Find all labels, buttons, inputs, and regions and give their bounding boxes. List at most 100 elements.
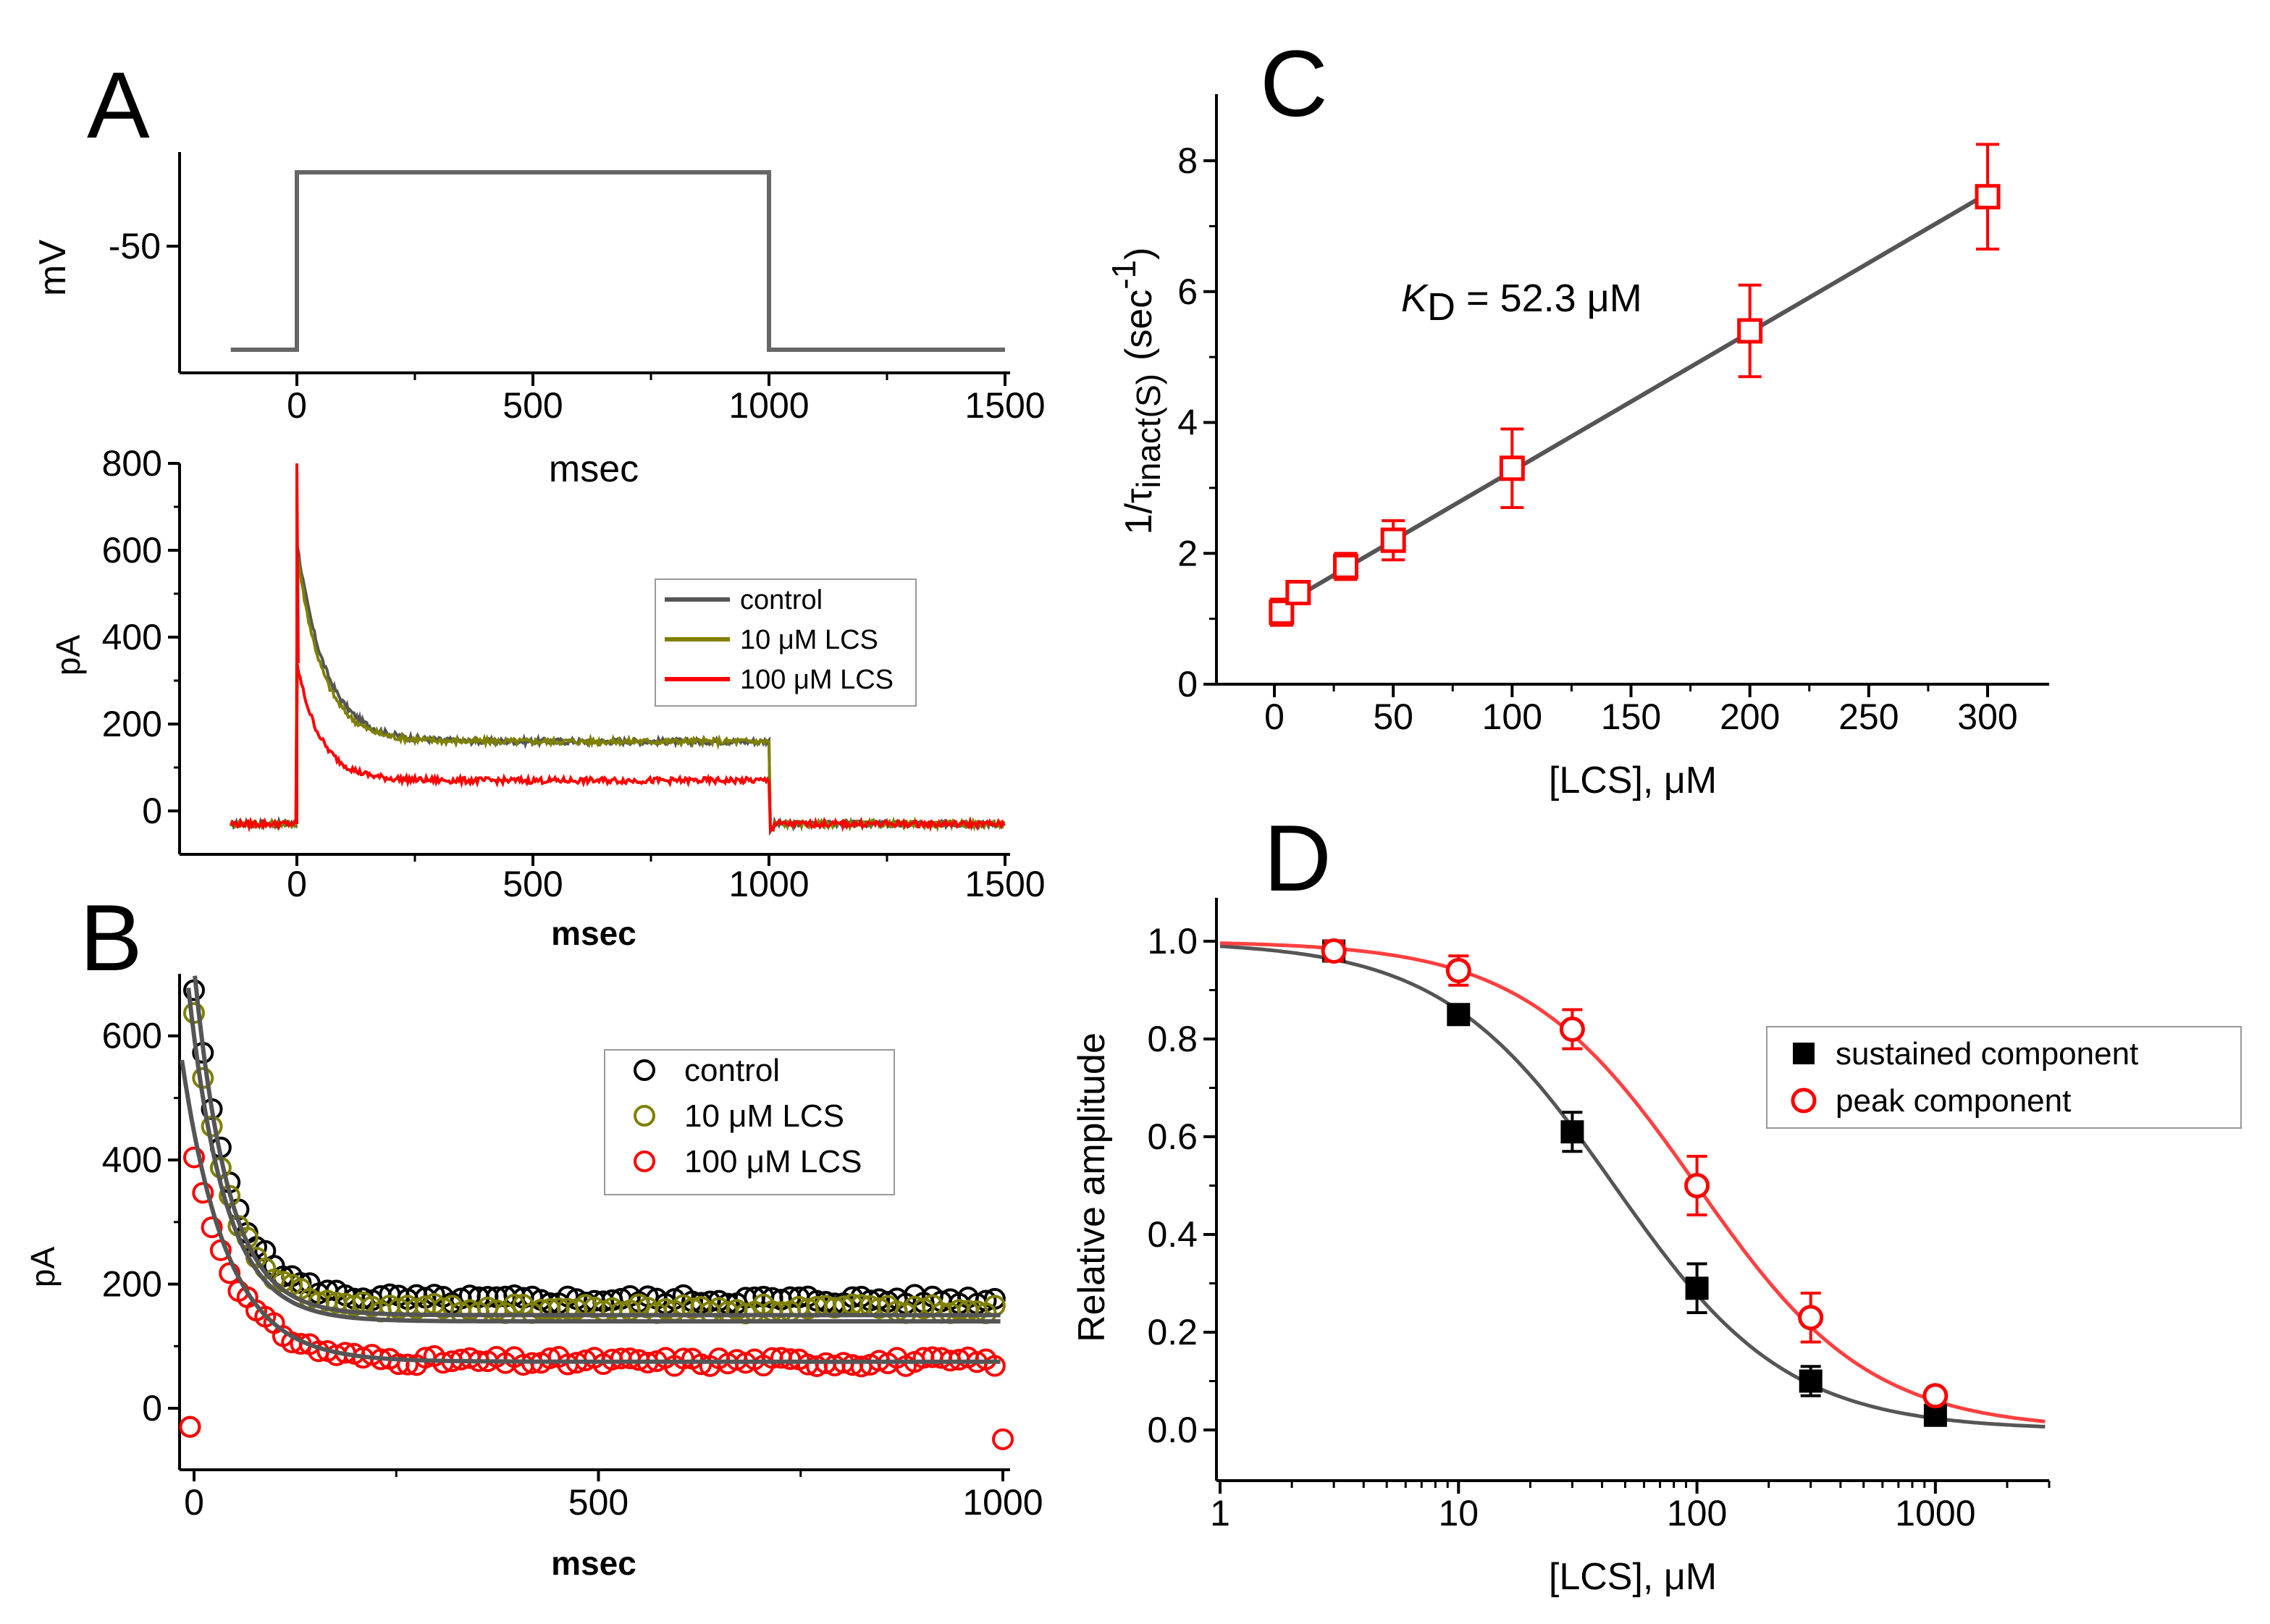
x-tick-label: 0 [287, 385, 307, 426]
a-top-ylabel: mV [32, 240, 74, 296]
data-point [1499, 455, 1525, 481]
fit-curve-0 [1219, 944, 2046, 1429]
c-ylabel-exp: -1 [1105, 260, 1143, 290]
c-ylabel-close: ) [1118, 248, 1160, 260]
legend-label: 100 μM LCS [684, 1144, 862, 1179]
x-tick-label: 0 [184, 1482, 204, 1523]
x-tick-label: 150 [1601, 697, 1661, 737]
y-tick-label: 0.6 [1147, 1116, 1198, 1157]
fit-curve-1 [186, 988, 1001, 1324]
data-point [1737, 318, 1763, 344]
c-annot-d: D [1427, 285, 1455, 329]
data-point [201, 1216, 223, 1239]
legend-label: control [684, 1053, 780, 1088]
x-tick-label: 100 [1667, 1493, 1727, 1533]
data-point [1380, 527, 1406, 553]
panel-a-current-plot: pA msec 0 500 1000 1500 0 200 400 600 800 contr… [49, 443, 1046, 952]
y-tick-label: 0 [142, 791, 162, 831]
x-tick-label: 1000 [728, 385, 809, 426]
x-tick-label: 1500 [964, 864, 1045, 904]
legend-label: 10 μM LCS [684, 1098, 844, 1134]
b-xlabel: msec [551, 1544, 636, 1582]
y-tick-label: -50 [109, 226, 161, 266]
legend-label: peak component [1836, 1083, 2071, 1119]
y-tick-label: 600 [102, 530, 162, 571]
x-tick-label: 0 [1264, 697, 1285, 737]
x-tick-label: 10 [1438, 1493, 1479, 1533]
panel-letter-b: B [80, 885, 143, 990]
panel-letter-c: C [1260, 30, 1328, 136]
x-tick-label: 1000 [1895, 1493, 1975, 1533]
data-point [183, 1146, 205, 1169]
y-tick-label: 0.8 [1147, 1019, 1198, 1059]
x-tick-label: 200 [1720, 697, 1780, 737]
data-point [179, 1415, 201, 1438]
c-ylabel-units: (sec [1118, 290, 1160, 361]
data-point [1321, 938, 1347, 964]
data-point [1799, 1369, 1823, 1393]
c-annotation: KD = 52.3 μM [1401, 277, 1642, 329]
c-ylabel: 1/τinact(S) (sec-1) [1105, 248, 1167, 535]
y-tick-label: 200 [102, 704, 162, 744]
y-tick-label: 0 [142, 1388, 162, 1429]
x-tick-label: 0 [287, 864, 307, 904]
x-tick-label: 500 [568, 1482, 629, 1523]
legend-label: 100 μM LCS [740, 665, 894, 695]
y-tick-label: 400 [102, 1140, 162, 1180]
x-tick-label: 500 [503, 864, 563, 904]
legend-marker [634, 1105, 655, 1127]
data-point [992, 1428, 1014, 1450]
y-tick-label: 0 [1177, 664, 1198, 704]
data-point [1798, 1305, 1824, 1331]
data-point [1559, 1017, 1585, 1042]
d-xlabel: [LCS], μM [1549, 1556, 1717, 1598]
data-point [1685, 1276, 1709, 1300]
x-tick-label: 250 [1838, 697, 1899, 737]
fit-curve-1 [1219, 941, 2046, 1423]
y-tick-label: 400 [102, 617, 162, 657]
b-ylabel: pA [24, 1247, 62, 1288]
data-point [1285, 579, 1311, 605]
legend-label: sustained component [1836, 1036, 2138, 1072]
c-annot-val: = 52.3 μM [1455, 277, 1642, 320]
data-point [192, 1182, 214, 1204]
a-top-xlabel: msec [549, 448, 639, 490]
panel-c-plot: 1/τinact(S) (sec-1) [LCS], μM KD = 52.3 μ… [1105, 94, 2049, 802]
x-tick-label: 50 [1373, 697, 1413, 737]
y-tick-label: 800 [102, 443, 162, 484]
c-annot-k: K [1401, 277, 1429, 320]
data-point [1922, 1383, 1949, 1409]
voltage-trace [230, 170, 1005, 352]
data-point [1560, 1120, 1584, 1144]
panel-letter-a: A [87, 52, 150, 158]
panel-d-plot: Relative amplitude [LCS], μM 1 10 100 1000 … [1071, 898, 2242, 1598]
fit-curve-2 [180, 1059, 1001, 1364]
c-ylabel-main: 1/τ [1118, 488, 1160, 534]
data-point [983, 1355, 1006, 1377]
x-tick-label: 500 [503, 385, 563, 426]
y-tick-label: 8 [1177, 140, 1198, 181]
y-tick-label: 0.0 [1147, 1410, 1198, 1450]
y-tick-label: 200 [102, 1264, 162, 1305]
panel-letter-d: D [1264, 805, 1332, 911]
y-tick-label: 0.4 [1147, 1214, 1198, 1255]
d-legend [1766, 1026, 2242, 1129]
legend-marker [1791, 1087, 1817, 1114]
legend-marker [1793, 1043, 1815, 1064]
data-point [1975, 184, 2001, 210]
x-tick-label: 1000 [962, 1482, 1043, 1523]
legend-label: control [740, 585, 823, 615]
c-xlabel: [LCS], μM [1549, 760, 1717, 802]
c-ylabel-sub: inact(S) [1130, 374, 1167, 488]
y-tick-label: 600 [102, 1016, 162, 1056]
x-tick-label: 1500 [964, 385, 1045, 426]
y-tick-label: 4 [1177, 403, 1198, 443]
d-ylabel: Relative amplitude [1071, 1032, 1113, 1342]
x-tick-label: 1000 [728, 864, 809, 904]
legend-marker [634, 1150, 655, 1172]
data-point [1447, 1003, 1471, 1027]
y-tick-label: 6 [1177, 272, 1198, 312]
x-tick-label: 300 [1957, 697, 2017, 737]
legend-label: 10 μM LCS [740, 625, 878, 655]
